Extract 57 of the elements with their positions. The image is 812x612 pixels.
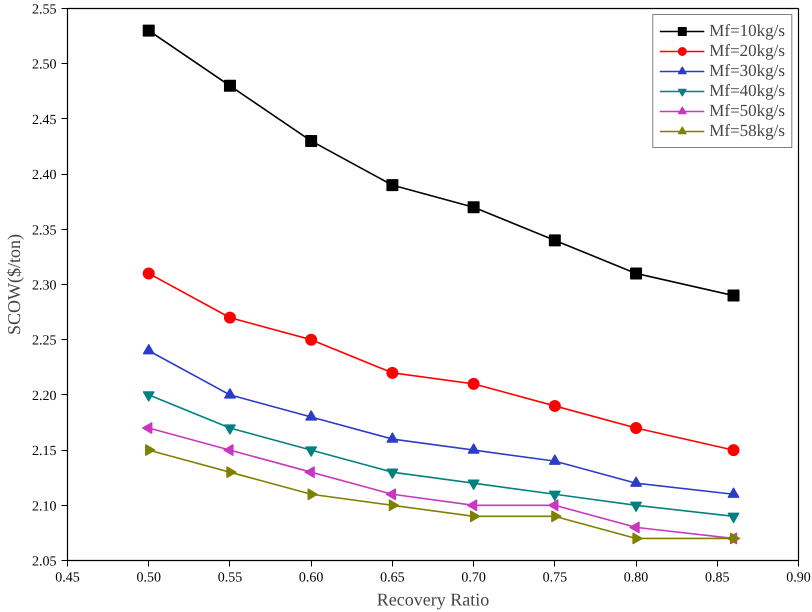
point bbox=[468, 378, 480, 390]
legend-label: Mf=50kg/s bbox=[709, 101, 785, 121]
point bbox=[305, 446, 318, 457]
x-tick-label: 0.50 bbox=[136, 570, 161, 586]
point bbox=[468, 201, 480, 214]
x-tick-label: 0.45 bbox=[55, 570, 80, 586]
point bbox=[224, 424, 236, 435]
y-axis-title: SCOW($/ton) bbox=[4, 234, 24, 335]
point bbox=[630, 422, 642, 434]
point bbox=[224, 312, 236, 324]
legend-label: Mf=40kg/s bbox=[709, 81, 785, 101]
y-tick-label: 2.35 bbox=[32, 223, 56, 238]
point bbox=[730, 532, 740, 544]
point bbox=[305, 410, 318, 421]
y-tick-label: 2.25 bbox=[32, 334, 56, 349]
point bbox=[728, 290, 740, 302]
point bbox=[142, 422, 152, 434]
x-tick-label: 0.70 bbox=[461, 570, 486, 586]
point bbox=[224, 80, 236, 92]
x-tick-label: 0.75 bbox=[542, 570, 568, 586]
point bbox=[632, 532, 643, 544]
point bbox=[386, 179, 398, 192]
point bbox=[305, 134, 318, 147]
point bbox=[630, 267, 642, 280]
x-tick-label: 0.55 bbox=[218, 570, 242, 586]
point bbox=[142, 24, 155, 37]
point bbox=[548, 234, 561, 246]
y-tick-label: 2.50 bbox=[32, 58, 56, 73]
y-tick-label: 2.55 bbox=[32, 2, 56, 18]
point bbox=[551, 510, 562, 522]
point bbox=[386, 488, 396, 500]
y-tick-label: 2.30 bbox=[32, 278, 56, 294]
legend-label: Mf=30kg/s bbox=[709, 61, 785, 81]
x-axis-title: Recovery Ratio bbox=[376, 590, 490, 610]
point bbox=[548, 400, 561, 412]
legend-label: Mf=10kg/s bbox=[709, 21, 785, 41]
y-tick-label: 2.20 bbox=[32, 388, 56, 404]
legend-label: Mf=58kg/s bbox=[709, 121, 785, 141]
x-tick-label: 0.90 bbox=[786, 570, 811, 586]
point bbox=[223, 444, 234, 456]
point bbox=[386, 366, 398, 379]
x-tick-label: 0.85 bbox=[705, 570, 730, 586]
point bbox=[142, 267, 155, 280]
point bbox=[728, 444, 740, 456]
x-tick-label: 0.60 bbox=[298, 570, 324, 586]
y-tick-label: 2.15 bbox=[32, 444, 56, 460]
x-tick-label: 0.65 bbox=[380, 570, 405, 586]
point bbox=[304, 466, 315, 478]
y-tick-label: 2.45 bbox=[32, 112, 56, 128]
y-tick-label: 2.10 bbox=[32, 499, 56, 514]
legend-label: Mf=20kg/s bbox=[709, 41, 785, 61]
y-tick-label: 2.05 bbox=[32, 554, 56, 570]
y-tick-label: 2.40 bbox=[32, 168, 56, 184]
x-tick-label: 0.80 bbox=[624, 570, 648, 586]
point bbox=[470, 510, 480, 522]
point bbox=[224, 388, 236, 399]
point bbox=[305, 334, 318, 346]
